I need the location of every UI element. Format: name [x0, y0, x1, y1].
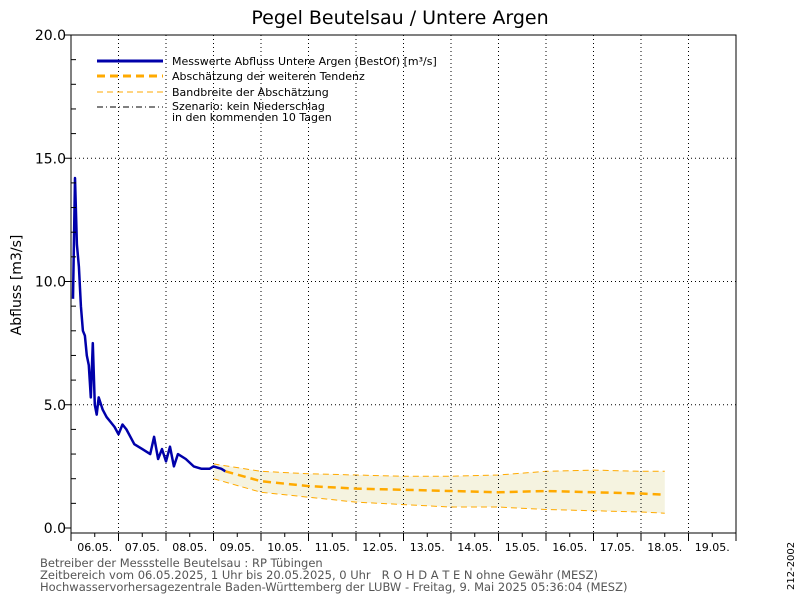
x-tick-label: 10.05.	[267, 541, 302, 554]
data-series	[71, 176, 665, 496]
uncertainty-band	[213, 463, 665, 514]
y-axis-label: Abfluss [m3/s]	[9, 235, 25, 336]
legend-label-forecast: Abschätzung der weiteren Tendenz	[172, 70, 365, 83]
band-area	[213, 463, 665, 514]
legend-label-scenario: Szenario: kein Niederschlag	[172, 100, 325, 113]
x-tick-label: 08.05.	[172, 541, 207, 554]
forecast-line	[225, 470, 665, 496]
x-tick-label: 17.05.	[600, 541, 635, 554]
y-tick-label: 10.0	[35, 275, 66, 291]
footer-operator: Betreiber der Messstelle Beutelsau : RP …	[40, 556, 323, 570]
y-tick-label: 20.0	[35, 28, 66, 44]
x-tick-label: 13.05.	[410, 541, 445, 554]
x-tick-label: 18.05.	[647, 541, 682, 554]
footer-publisher: Hochwasservorhersagezentrale Baden-Württ…	[40, 580, 628, 594]
x-tick-label: 19.05.	[695, 541, 730, 554]
x-tick-label: 06.05.	[77, 541, 112, 554]
legend: Messwerte Abfluss Untere Argen (BestOf) …	[97, 55, 437, 124]
y-tick-label: 0.0	[44, 521, 66, 537]
legend-label-band: Bandbreite der Abschätzung	[172, 86, 329, 99]
x-tick-label: 15.05.	[505, 541, 540, 554]
footer-time-range: Zeitbereich vom 06.05.2025, 1 Uhr bis 20…	[40, 568, 598, 582]
x-tick-label: 07.05.	[125, 541, 160, 554]
x-tick-label: 14.05.	[457, 541, 492, 554]
chart-grid	[71, 35, 736, 533]
chart-title: Pegel Beutelsau / Untere Argen	[251, 7, 548, 29]
legend-label-scenario-2: in den kommenden 10 Tagen	[172, 111, 332, 124]
measured-line	[71, 176, 227, 473]
y-tick-label: 5.0	[44, 398, 66, 414]
side-code: 212-2002	[786, 542, 797, 590]
x-tick-label: 11.05.	[315, 541, 350, 554]
y-tick-label: 15.0	[35, 151, 66, 167]
x-tick-label: 12.05.	[362, 541, 397, 554]
x-tick-label: 16.05.	[552, 541, 587, 554]
legend-label-measured: Messwerte Abfluss Untere Argen (BestOf) …	[172, 55, 437, 68]
x-tick-label: 09.05.	[220, 541, 255, 554]
axis-ticks: 06.05. 07.05. 08.05. 09.05. 10.05. 11.05. 12.0…	[35, 28, 737, 554]
